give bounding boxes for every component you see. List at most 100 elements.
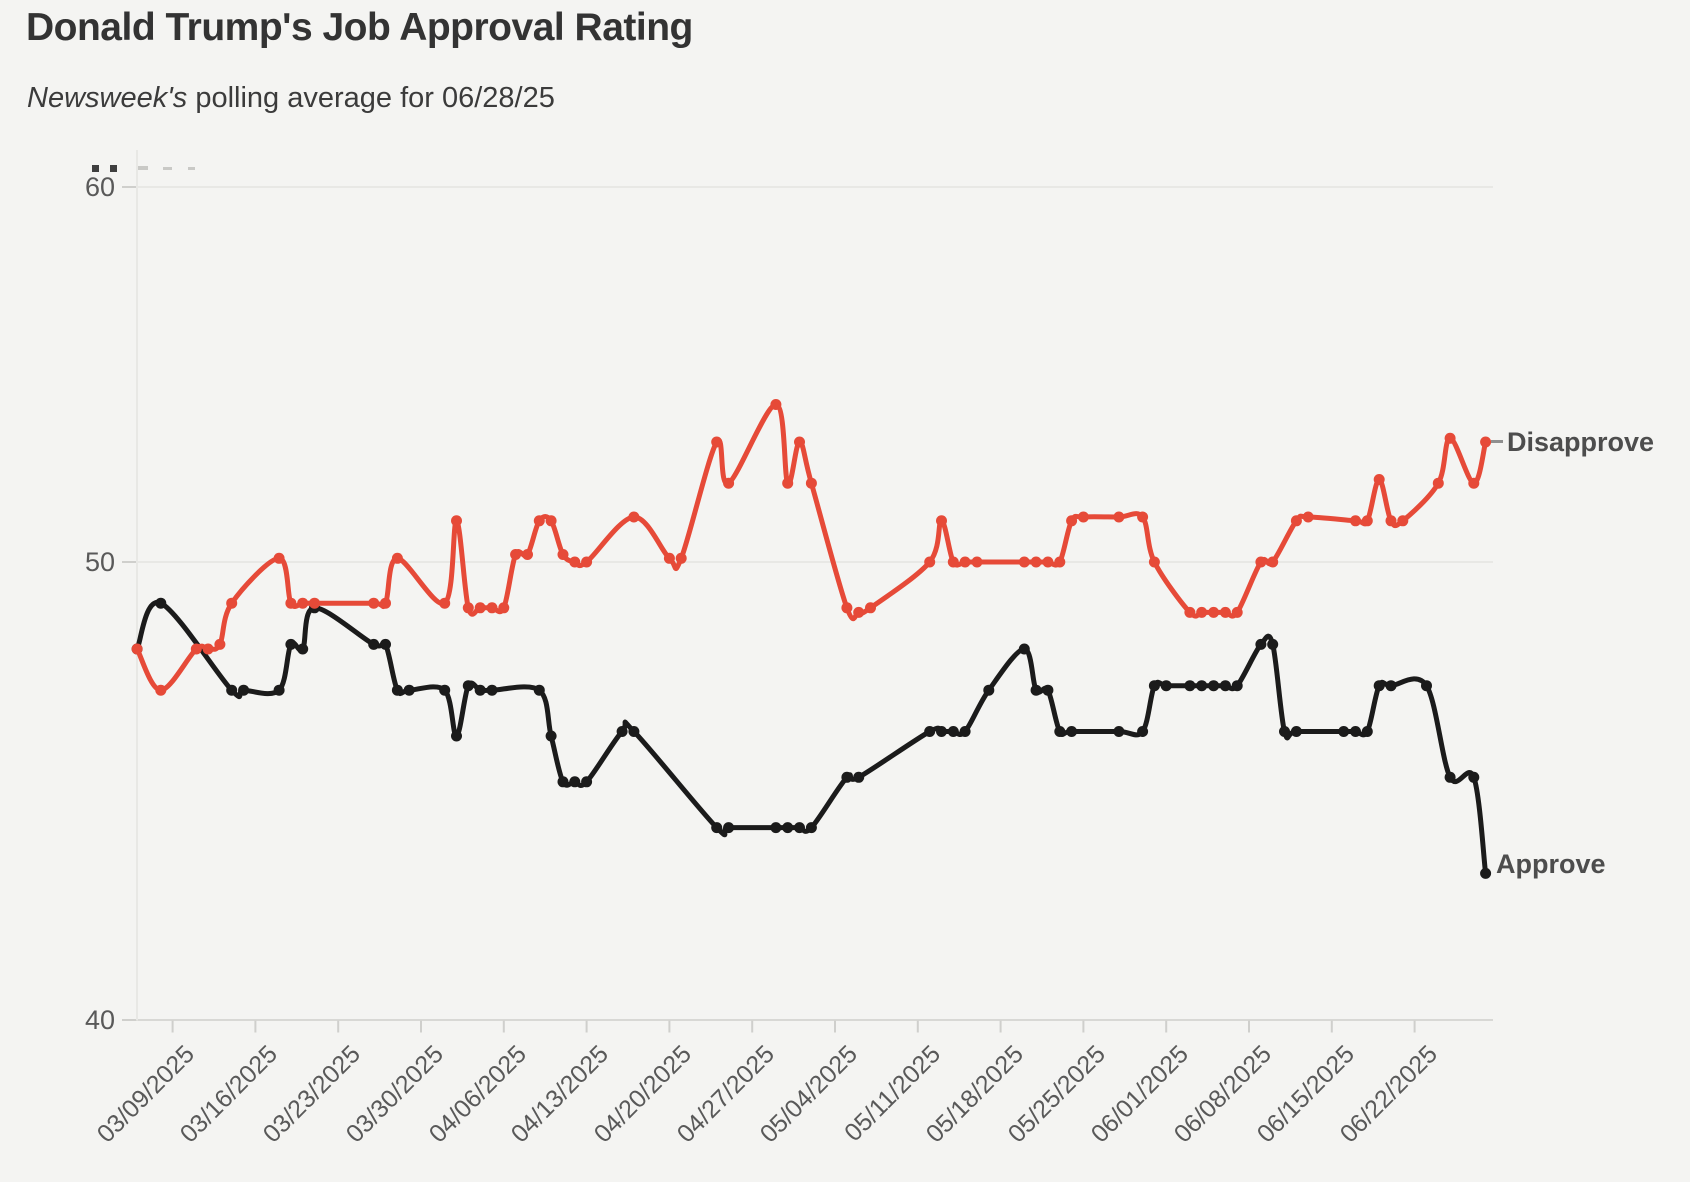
- disapprove-point: [1361, 515, 1373, 527]
- disapprove-point: [1480, 436, 1492, 448]
- approve-point: [841, 771, 853, 783]
- disapprove-point: [1350, 515, 1361, 527]
- approve-point: [155, 597, 167, 609]
- approve-point: [1338, 726, 1350, 737]
- disapprove-point: [794, 436, 805, 448]
- approve-point: [1030, 684, 1042, 696]
- disapprove-point: [971, 556, 983, 568]
- clipped-text-fragment: [110, 165, 117, 172]
- approve-point: [1066, 726, 1078, 737]
- disapprove-point: [380, 597, 391, 609]
- clipped-text-fragment: [188, 167, 195, 170]
- approve-point: [1137, 726, 1149, 737]
- disapprove-point: [273, 552, 285, 564]
- approve-series-label: Approve: [1496, 849, 1606, 879]
- disapprove-point: [309, 597, 320, 609]
- approve-point: [451, 730, 462, 742]
- disapprove-point: [545, 515, 557, 527]
- disapprove-point: [486, 602, 498, 614]
- approve-point: [380, 638, 391, 650]
- disapprove-point: [569, 556, 581, 568]
- disapprove-point: [853, 606, 865, 618]
- approve-point: [1350, 726, 1361, 737]
- disapprove-point: [1030, 556, 1042, 568]
- disapprove-point: [924, 556, 936, 568]
- clipped-text-fragment: [137, 166, 148, 170]
- disapprove-point: [1208, 606, 1220, 618]
- disapprove-point: [1302, 511, 1314, 523]
- approve-point: [297, 643, 309, 655]
- approve-point: [581, 776, 593, 788]
- disapprove-point: [711, 436, 723, 448]
- approve-point: [1290, 726, 1302, 737]
- approve-point: [936, 726, 947, 737]
- disapprove-point: [1255, 556, 1267, 568]
- disapprove-point: [190, 643, 202, 655]
- approve-point: [711, 822, 723, 834]
- approve-point: [628, 726, 640, 737]
- disapprove-point: [1113, 511, 1125, 523]
- approve-point: [1196, 680, 1208, 692]
- disapprove-point: [510, 549, 522, 560]
- disapprove-point: [474, 602, 486, 614]
- disapprove-point: [1196, 606, 1208, 618]
- disapprove-line: [134, 402, 1489, 693]
- disapprove-point: [1018, 556, 1030, 568]
- disapprove-point: [663, 552, 675, 564]
- disapprove-point: [1066, 515, 1078, 527]
- approve-point: [1042, 684, 1054, 696]
- approve-point: [474, 684, 486, 696]
- approve-point: [486, 684, 498, 696]
- approve-point: [723, 822, 735, 834]
- approve-point: [226, 684, 238, 696]
- approve-point: [853, 771, 865, 783]
- approve-point: [1160, 680, 1172, 692]
- disapprove-point: [723, 477, 735, 489]
- disapprove-point: [865, 602, 876, 614]
- approve-point: [238, 684, 250, 696]
- approve-point: [273, 684, 285, 696]
- disapprove-point: [391, 552, 403, 564]
- disapprove-point: [533, 515, 545, 527]
- approve-point: [1255, 638, 1267, 650]
- disapprove-point: [131, 643, 143, 655]
- approve-point: [1421, 680, 1432, 692]
- disapprove-point: [1184, 606, 1196, 618]
- approve-point: [1148, 680, 1160, 692]
- disapprove-point: [368, 597, 380, 609]
- disapprove-point: [805, 477, 817, 489]
- approve-point: [1231, 680, 1243, 692]
- approve-point: [1054, 726, 1066, 737]
- disapprove-point: [297, 597, 309, 609]
- approve-point: [983, 684, 995, 696]
- disapprove-point: [1231, 606, 1243, 618]
- approve-point: [947, 726, 959, 737]
- disapprove-point: [782, 477, 794, 489]
- approve-point: [1385, 680, 1397, 692]
- subtitle-text: polling average for 06/28/25: [187, 82, 555, 114]
- disapprove-point: [959, 556, 971, 568]
- disapprove-point: [285, 597, 297, 609]
- disapprove-point: [1219, 606, 1231, 618]
- disapprove-point: [202, 643, 214, 655]
- approve-point: [805, 822, 817, 834]
- disapprove-point: [522, 549, 533, 560]
- approve-point: [1480, 867, 1492, 879]
- approve-point: [1279, 726, 1290, 737]
- disapprove-point: [226, 597, 238, 609]
- disapprove-point: [841, 602, 853, 614]
- approve-point: [545, 730, 557, 742]
- approve-point: [616, 726, 628, 737]
- approve-point: [1113, 726, 1125, 737]
- approve-point: [1184, 680, 1196, 692]
- clipped-text-fragment: [163, 167, 172, 170]
- disapprove-point: [155, 684, 167, 696]
- y-tick-label: 40: [84, 1005, 115, 1035]
- approve-point: [770, 822, 782, 834]
- approve-point: [439, 684, 451, 696]
- disapprove-point: [498, 602, 510, 614]
- disapprove-point: [947, 556, 959, 568]
- disapprove-point: [214, 638, 226, 650]
- page-title: Donald Trump's Job Approval Rating: [26, 6, 693, 49]
